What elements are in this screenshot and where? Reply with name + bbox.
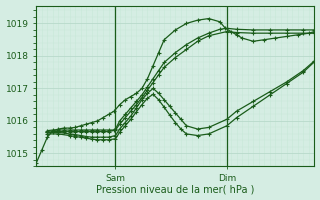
X-axis label: Pression niveau de la mer( hPa ): Pression niveau de la mer( hPa ) <box>96 184 254 194</box>
